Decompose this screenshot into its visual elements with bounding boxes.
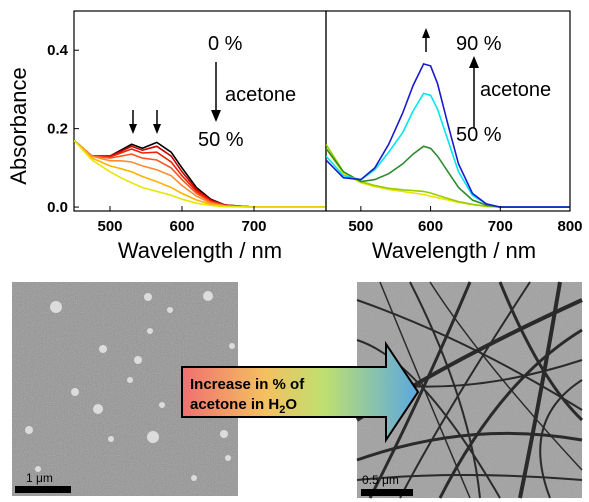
right-annotation-label: acetone — [480, 79, 551, 101]
left-plot-frame — [73, 10, 327, 212]
left-scale-bar — [15, 486, 71, 493]
left-scale-label: 1 μm — [26, 471, 53, 485]
right-x-tick-label-700: 700 — [488, 218, 513, 235]
right-x-tick-label-600: 600 — [418, 218, 443, 235]
right-scale-label: 0.5 μm — [362, 473, 399, 487]
right-scale-bar — [361, 489, 413, 496]
y-tick-label-0: 0.0 — [47, 199, 68, 216]
left-peak-arrow-2 — [153, 110, 161, 134]
right-series-line-4 — [326, 62, 570, 208]
left-series-group — [74, 139, 326, 208]
left-x-axis-label: Wavelength / nm — [118, 238, 282, 263]
y-tick-label-0.2: 0.2 — [47, 121, 68, 138]
y-tick-label-0.4: 0.4 — [47, 42, 69, 59]
right-up-arrow — [469, 56, 479, 128]
right-axes: 500 600 700 800 — [348, 206, 583, 235]
left-axes: 500 600 700 0.0 0.2 0.4 — [47, 42, 266, 235]
left-annotation-label: acetone — [225, 84, 296, 106]
nanoparticles — [25, 291, 235, 481]
right-series-line-3 — [326, 92, 570, 208]
left-x-tick-label-500: 500 — [97, 218, 122, 235]
right-annotation-bottom: 50 % — [456, 124, 502, 146]
right-plot-frame — [325, 10, 571, 212]
chart-right: 500 600 700 800 Wavelength / nm 90 % aceton… — [325, 10, 583, 263]
transition-arrow: Increase in % of acetone in H2O — [181, 340, 420, 444]
right-annotation-top: 90 % — [456, 33, 502, 55]
right-series-group — [326, 62, 570, 208]
left-series-line-6 — [74, 139, 326, 208]
arrow-text-line1: Increase in % of — [190, 376, 305, 393]
chart-left: 500 600 700 0.0 0.2 0.4 Absorbance Wavelength… — [6, 10, 327, 263]
left-x-tick-label-600: 600 — [169, 218, 194, 235]
right-peak-arrow — [422, 28, 430, 52]
fibers — [355, 281, 584, 499]
right-x-tick-label-500: 500 — [348, 218, 373, 235]
right-x-axis-label: Wavelength / nm — [372, 238, 536, 263]
left-annotation-bottom: 50 % — [198, 129, 244, 151]
y-axis-label: Absorbance — [6, 67, 31, 184]
left-peak-arrow-1 — [129, 110, 137, 134]
arrow-text-line2: acetone in H2O — [190, 396, 297, 416]
right-x-tick-label-800: 800 — [557, 218, 582, 235]
left-annotation-top: 0 % — [208, 33, 243, 55]
left-down-arrow — [211, 62, 221, 122]
right-series-line-1 — [326, 143, 570, 208]
left-x-tick-label-700: 700 — [241, 218, 266, 235]
gradient-arrow-shape — [181, 340, 420, 444]
